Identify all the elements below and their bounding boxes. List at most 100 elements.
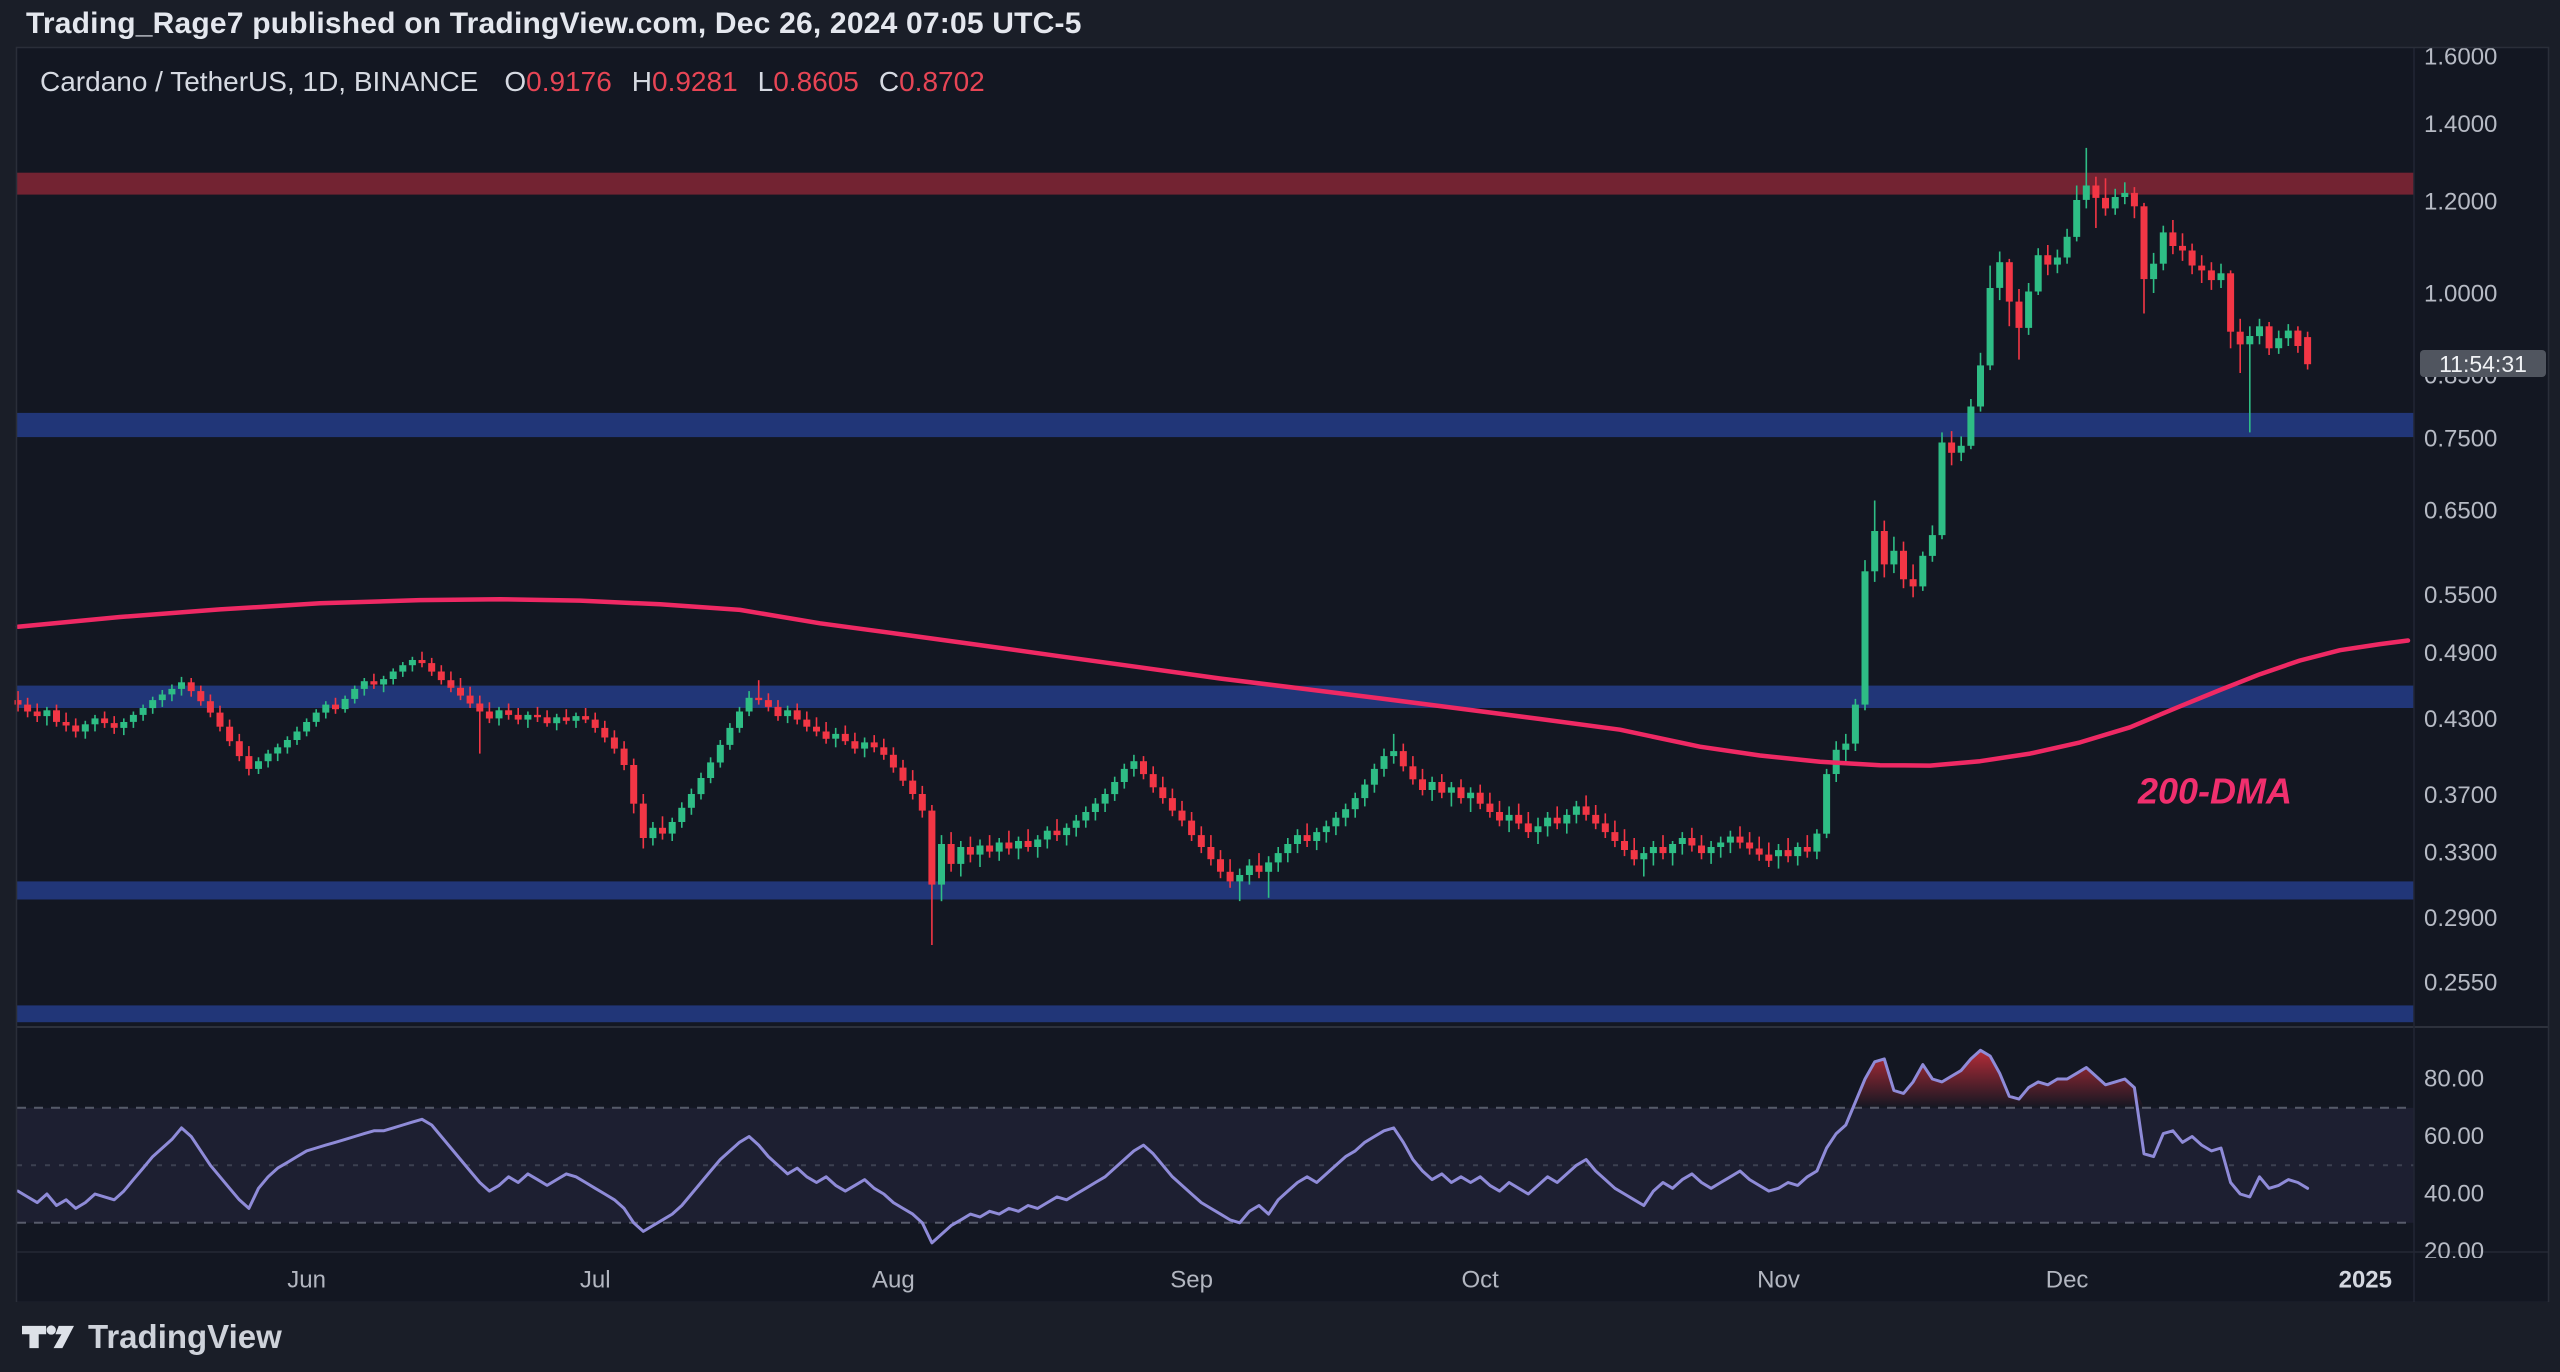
candle-body[interactable]	[1496, 812, 1503, 821]
candle-body[interactable]	[1351, 798, 1359, 810]
candle-body[interactable]	[399, 665, 407, 672]
candle-body[interactable]	[2284, 330, 2292, 339]
candle-body[interactable]	[880, 747, 888, 755]
candle-wick[interactable]	[479, 695, 481, 754]
candle-body[interactable]	[1659, 847, 1667, 854]
candle-body[interactable]	[91, 718, 99, 725]
candle-body[interactable]	[370, 681, 378, 685]
candle-wick[interactable]	[527, 711, 529, 728]
candle-body[interactable]	[861, 742, 869, 749]
candle-body[interactable]	[1649, 847, 1657, 854]
candle-body[interactable]	[1592, 814, 1600, 824]
candle-body[interactable]	[2015, 301, 2023, 328]
candle-wick[interactable]	[1027, 829, 1029, 852]
candle-wick[interactable]	[1719, 836, 1722, 858]
candle-body[interactable]	[2188, 250, 2196, 266]
candle-body[interactable]	[1409, 766, 1417, 780]
candle-body[interactable]	[1794, 847, 1802, 857]
candle-wick[interactable]	[2249, 326, 2251, 433]
candle-body[interactable]	[1938, 442, 1946, 536]
candle-body[interactable]	[1120, 768, 1128, 782]
candle-body[interactable]	[591, 719, 599, 728]
candle-body[interactable]	[2294, 330, 2302, 346]
candle-body[interactable]	[976, 845, 984, 855]
candle-body[interactable]	[601, 727, 609, 738]
candle-body[interactable]	[1928, 535, 1936, 556]
candle-body[interactable]	[1640, 853, 1648, 860]
candle-wick[interactable]	[1652, 841, 1655, 866]
candle-body[interactable]	[187, 682, 195, 692]
candle-body[interactable]	[697, 778, 705, 795]
candle-body[interactable]	[1419, 779, 1426, 790]
candle-body[interactable]	[14, 700, 22, 705]
candle-body[interactable]	[2217, 273, 2225, 281]
candle-body[interactable]	[2304, 337, 2312, 365]
candle-body[interactable]	[1303, 835, 1311, 841]
candle-body[interactable]	[649, 827, 657, 839]
candle-body[interactable]	[341, 698, 349, 710]
candle-body[interactable]	[81, 724, 89, 732]
candle-body[interactable]	[562, 717, 570, 721]
candle-body[interactable]	[774, 706, 782, 717]
candle-body[interactable]	[1851, 704, 1859, 744]
candles-layer[interactable]	[14, 147, 2312, 945]
candle-body[interactable]	[264, 753, 272, 762]
candle-body[interactable]	[332, 704, 339, 710]
candle-body[interactable]	[1996, 262, 2004, 288]
candle-body[interactable]	[1880, 531, 1888, 565]
candle-body[interactable]	[1091, 803, 1099, 812]
candle-body[interactable]	[851, 741, 859, 749]
candle-body[interactable]	[1245, 865, 1253, 876]
candle-body[interactable]	[957, 847, 965, 864]
candle-body[interactable]	[283, 740, 291, 748]
candle-body[interactable]	[235, 741, 243, 757]
candle-body[interactable]	[745, 697, 753, 712]
candle-body[interactable]	[1236, 875, 1244, 882]
candle-body[interactable]	[2053, 257, 2061, 265]
candle-body[interactable]	[1111, 782, 1119, 795]
candle-body[interactable]	[447, 680, 455, 688]
candle-body[interactable]	[206, 701, 214, 713]
candle-body[interactable]	[1024, 841, 1032, 847]
candle-body[interactable]	[1717, 842, 1725, 848]
candle-body[interactable]	[418, 660, 426, 664]
candle-body[interactable]	[1505, 814, 1513, 821]
candle-body[interactable]	[553, 717, 561, 724]
candle-body[interactable]	[1188, 820, 1196, 836]
candle-body[interactable]	[534, 714, 541, 718]
candle-body[interactable]	[1967, 406, 1975, 446]
candle-body[interactable]	[1823, 774, 1831, 834]
candle-body[interactable]	[245, 756, 253, 769]
candle-body[interactable]	[736, 711, 743, 728]
candle-body[interactable]	[1274, 853, 1282, 863]
candle-body[interactable]	[1977, 365, 1984, 407]
candle-body[interactable]	[2265, 326, 2273, 349]
candle-body[interactable]	[1775, 850, 1782, 857]
candle-wick[interactable]	[46, 706, 48, 726]
candle-body[interactable]	[2111, 197, 2119, 209]
candle-wick[interactable]	[1056, 819, 1058, 841]
candle-body[interactable]	[168, 688, 176, 695]
candle-body[interactable]	[1178, 810, 1186, 821]
candle-body[interactable]	[380, 679, 388, 685]
candle-body[interactable]	[226, 726, 234, 742]
candle-body[interactable]	[1380, 756, 1388, 769]
candle-body[interactable]	[53, 710, 60, 722]
candle-body[interactable]	[995, 842, 1003, 852]
candle-body[interactable]	[716, 744, 724, 763]
candle-body[interactable]	[1034, 839, 1042, 848]
candle-body[interactable]	[514, 714, 522, 720]
candle-body[interactable]	[139, 708, 147, 715]
candle-wick[interactable]	[2085, 147, 2088, 209]
candle-body[interactable]	[1842, 743, 1850, 750]
candle-body[interactable]	[1072, 820, 1080, 828]
candle-body[interactable]	[178, 682, 185, 689]
rsi-panel-layer[interactable]	[16, 1048, 2414, 1245]
candle-body[interactable]	[1726, 836, 1734, 843]
candle-body[interactable]	[620, 748, 628, 765]
candle-body[interactable]	[72, 725, 80, 732]
candle-body[interactable]	[1140, 761, 1147, 775]
candle-body[interactable]	[1226, 871, 1234, 882]
tradingview-logo-icon[interactable]	[22, 1323, 74, 1351]
candle-body[interactable]	[2092, 185, 2100, 198]
